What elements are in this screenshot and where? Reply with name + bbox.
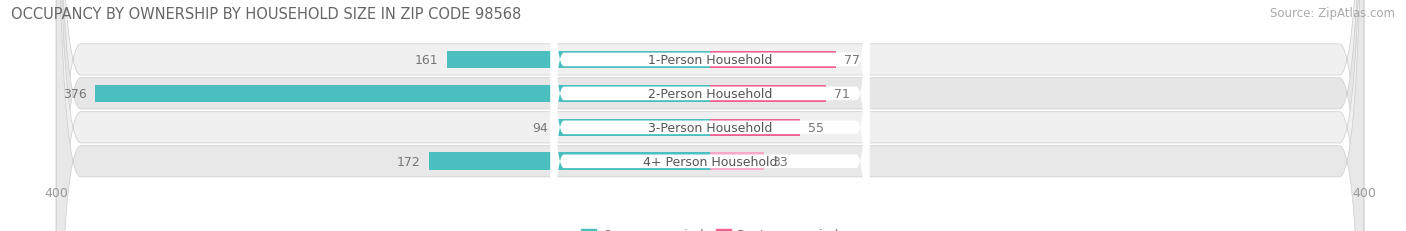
Text: 3-Person Household: 3-Person Household <box>648 121 772 134</box>
Legend: Owner-occupied, Renter-occupied: Owner-occupied, Renter-occupied <box>575 223 845 231</box>
Text: 4+ Person Household: 4+ Person Household <box>643 155 778 168</box>
Text: Source: ZipAtlas.com: Source: ZipAtlas.com <box>1270 7 1395 20</box>
Text: 376: 376 <box>63 88 87 100</box>
Bar <box>429 153 710 170</box>
Text: 71: 71 <box>834 88 851 100</box>
Bar <box>710 153 763 170</box>
Text: OCCUPANCY BY OWNERSHIP BY HOUSEHOLD SIZE IN ZIP CODE 98568: OCCUPANCY BY OWNERSHIP BY HOUSEHOLD SIZE… <box>11 7 522 22</box>
Bar <box>96 85 710 103</box>
Text: 161: 161 <box>415 54 439 67</box>
Text: 33: 33 <box>772 155 787 168</box>
FancyBboxPatch shape <box>551 0 869 231</box>
Bar <box>447 51 710 69</box>
FancyBboxPatch shape <box>551 0 869 231</box>
Text: 55: 55 <box>808 121 824 134</box>
Bar <box>710 119 800 137</box>
FancyBboxPatch shape <box>551 0 869 231</box>
Text: 1-Person Household: 1-Person Household <box>648 54 772 67</box>
Text: 172: 172 <box>396 155 420 168</box>
FancyBboxPatch shape <box>56 0 1364 231</box>
FancyBboxPatch shape <box>56 0 1364 231</box>
FancyBboxPatch shape <box>56 0 1364 231</box>
Text: 94: 94 <box>533 121 548 134</box>
FancyBboxPatch shape <box>56 0 1364 231</box>
FancyBboxPatch shape <box>551 0 869 231</box>
Bar <box>557 119 710 137</box>
Bar <box>710 85 827 103</box>
Text: 77: 77 <box>844 54 860 67</box>
Bar <box>710 51 837 69</box>
Text: 2-Person Household: 2-Person Household <box>648 88 772 100</box>
